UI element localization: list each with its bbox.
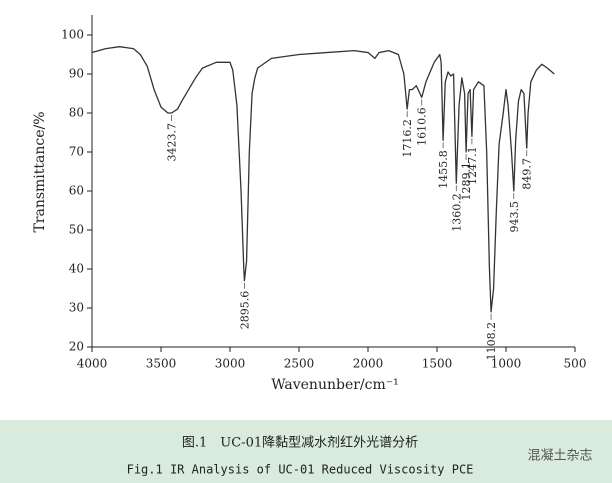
- x-tick-label: 2500: [284, 357, 315, 371]
- x-tick-label: 3000: [215, 357, 246, 371]
- peak-label: 1455.8: [437, 150, 450, 189]
- x-tick-label: 500: [564, 357, 587, 371]
- peak-label: 1108.2: [485, 322, 498, 361]
- caption-band: [0, 420, 612, 483]
- y-tick-label: 50: [69, 223, 84, 237]
- peak-label: 1360.2: [450, 193, 463, 232]
- x-tick-label: 1000: [491, 357, 522, 371]
- y-tick-label: 20: [69, 340, 84, 354]
- peak-label: 1716.2: [401, 119, 414, 158]
- y-axis-label: Transmittance/%: [32, 111, 48, 232]
- y-tick-label: 60: [69, 184, 84, 198]
- x-axis-label: Wavenunber/cm⁻¹: [271, 377, 399, 393]
- caption-en: Fig.1 IR Analysis of UC-01 Reduced Visco…: [127, 463, 474, 477]
- y-tick-label: 80: [69, 106, 84, 120]
- peak-label: 1247.1: [466, 146, 479, 185]
- x-tick-label: 3500: [146, 357, 177, 371]
- peak-label: 2895.6: [238, 291, 251, 330]
- x-tick-label: 2000: [353, 357, 384, 371]
- peak-label: 943.5: [508, 201, 521, 233]
- peak-label: 849.7: [521, 158, 534, 190]
- y-tick-label: 70: [69, 145, 84, 159]
- y-tick-label: 30: [69, 301, 84, 315]
- y-tick-label: 100: [61, 28, 84, 42]
- spectrum-line: [91, 46, 555, 313]
- watermark: 混凝土杂志: [527, 448, 592, 464]
- x-tick-label: 4000: [77, 357, 108, 371]
- peak-label: 1289.1: [460, 162, 473, 201]
- y-tick-label: 40: [69, 262, 84, 276]
- peak-label: 1610.6: [416, 107, 429, 145]
- x-tick-label: 1500: [422, 357, 453, 371]
- y-tick-label: 90: [69, 67, 84, 81]
- peak-label: 3423.7: [166, 123, 179, 162]
- caption-cn: 图.1 UC-01降黏型减水剂红外光谱分析: [182, 435, 418, 451]
